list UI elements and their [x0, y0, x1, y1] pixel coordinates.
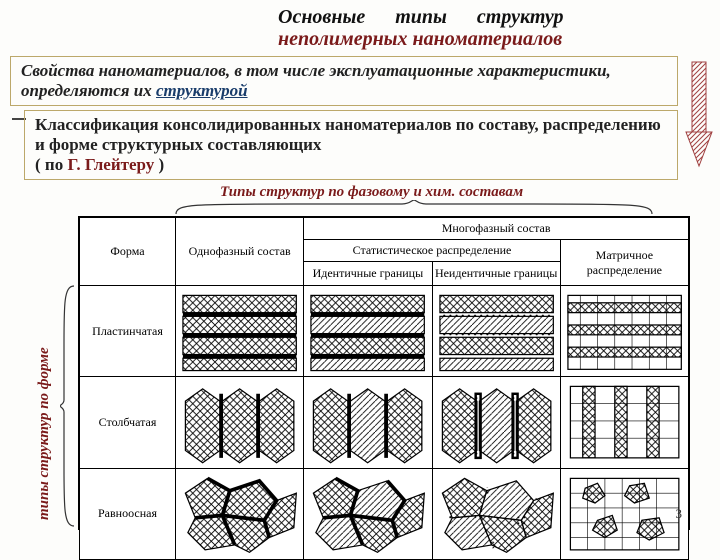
cell-equiaxed-nonident: [432, 468, 560, 559]
cell-equiaxed-ident: [304, 468, 432, 559]
classification-author: Г. Глейтеру: [67, 155, 154, 174]
title-word3: структур: [477, 6, 564, 28]
cell-lamellar-matrix: [560, 286, 688, 377]
cell-lamellar-ident: [304, 286, 432, 377]
classification-paren-open: ( по: [35, 155, 67, 174]
cell-columnar-nonident: [432, 377, 560, 468]
properties-text: Свойства наноматериалов, в том числе экс…: [21, 61, 611, 100]
properties-keyword: структурой: [156, 81, 248, 100]
title-word1: Основные: [278, 6, 365, 28]
cell-lamellar-single: [176, 286, 304, 377]
cell-columnar-ident: [304, 377, 432, 468]
slide-title: Основные типы структур неполимерных нано…: [278, 6, 702, 50]
page-number: 3: [676, 506, 683, 522]
row-label-equiaxed: Равноосная: [80, 468, 176, 559]
row-label-lamellar: Пластинчатая: [80, 286, 176, 377]
classification-box: Классификация консолидированных наномате…: [24, 110, 678, 180]
caption-columns: Типы структур по фазовому и хим. состава…: [220, 184, 523, 201]
title-line2: неполимерных наноматериалов: [278, 28, 562, 50]
cell-equiaxed-single: [176, 468, 304, 559]
header-matrix: Матричное распределение: [560, 240, 688, 286]
header-form: Форма: [80, 218, 176, 286]
structure-table: Форма Однофазный состав Многофазный сост…: [78, 216, 690, 530]
cell-columnar-single: [176, 377, 304, 468]
cell-columnar-matrix: [560, 377, 688, 468]
title-word2: типы: [395, 6, 447, 28]
row-label-columnar: Столбчатая: [80, 377, 176, 468]
classification-text: Классификация консолидированных наномате…: [35, 115, 661, 154]
header-stat: Статистическое распределение: [304, 240, 561, 262]
brace-left-icon: [60, 284, 76, 528]
properties-box: Свойства наноматериалов, в том числе экс…: [10, 56, 678, 106]
classification-paren-close: ): [154, 155, 164, 174]
brace-top-icon: [174, 200, 654, 216]
header-ident: Идентичные границы: [304, 262, 432, 286]
decorative-arrow-icon: [684, 60, 714, 170]
caption-rows: типы структур по форме: [36, 347, 53, 520]
header-nonident: Неидентичные границы: [432, 262, 560, 286]
header-multi: Многофазный состав: [304, 218, 689, 240]
cell-equiaxed-matrix: [560, 468, 688, 559]
header-single: Однофазный состав: [176, 218, 304, 286]
cell-lamellar-nonident: [432, 286, 560, 377]
